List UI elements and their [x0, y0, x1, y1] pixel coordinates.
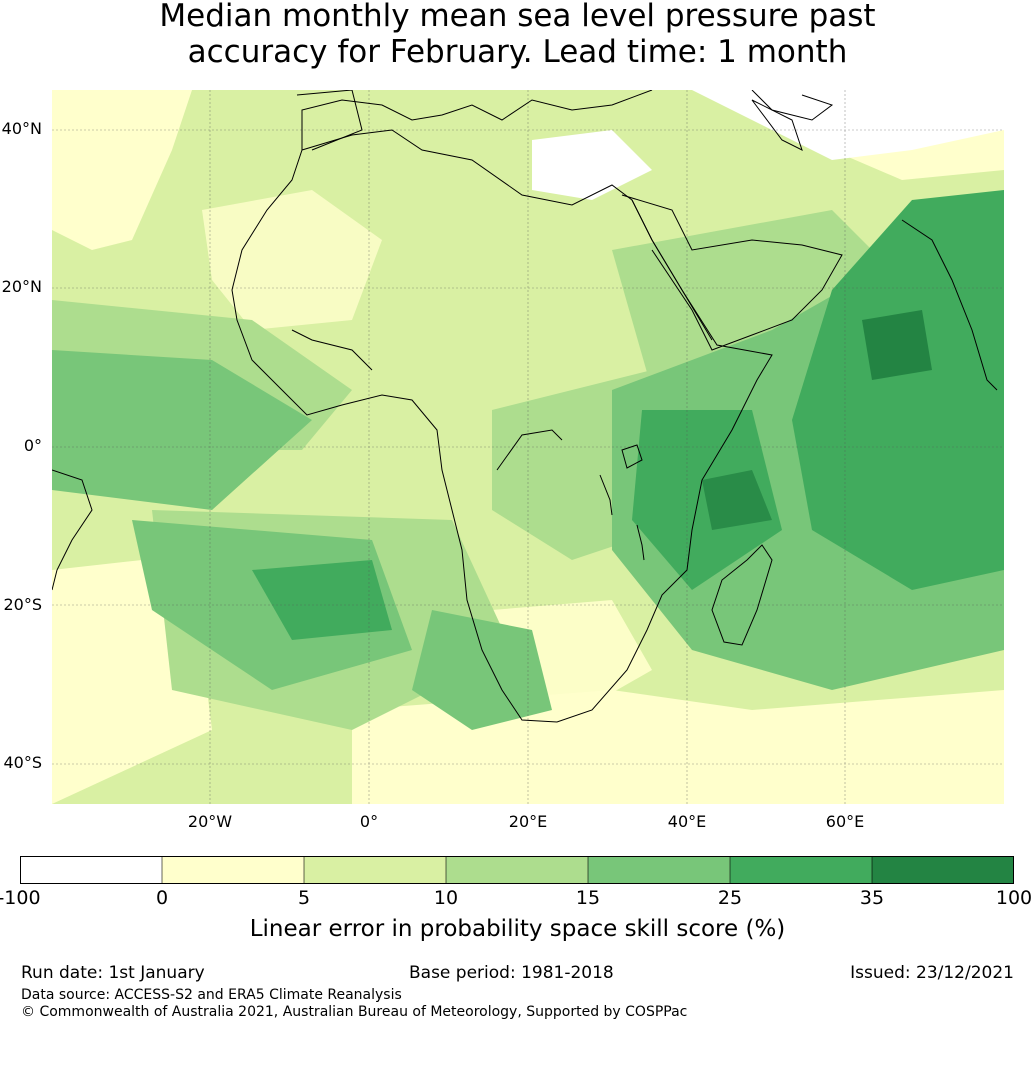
lat-label-40s: 40°S — [3, 753, 42, 772]
skill-score-map — [52, 90, 1004, 804]
shade-green-atlantic — [52, 350, 312, 510]
lon-label-60e: 60°E — [825, 812, 865, 831]
lon-label-20e: 20°E — [508, 812, 548, 831]
lat-label-40n: 40°N — [1, 119, 42, 138]
coastline-red-sea — [631, 199, 713, 341]
coastline-europe — [301, 90, 653, 150]
coastline-south-america — [52, 469, 93, 591]
cb-tick-100: 100 — [995, 887, 1033, 909]
issued-date: Issued: 23/12/2021 — [850, 963, 1014, 983]
colorbar-swatch-1 — [161, 856, 305, 884]
shade-green-southcentral — [412, 610, 552, 730]
colorbar-swatch-4 — [587, 856, 731, 884]
colorbar-outline — [20, 856, 1014, 884]
cb-tick-25: 25 — [717, 887, 743, 909]
title-line-2: accuracy for February. Lead time: 1 mont… — [187, 34, 848, 70]
shade-darkest-mozambique — [702, 470, 772, 530]
colorbar-swatch-6 — [871, 856, 1014, 884]
data-source: Data source: ACCESS-S2 and ERA5 Climate … — [21, 987, 402, 1003]
cb-tick-5: 5 — [297, 887, 311, 909]
coastline-africa — [231, 129, 773, 723]
lat-label-20s: 20°S — [3, 595, 42, 614]
coastline-niger — [291, 329, 373, 371]
colorbar-swatch-3 — [445, 856, 589, 884]
colorbar — [20, 856, 1014, 884]
coastline-lake-malawi — [636, 524, 645, 561]
lat-label-equator: 0° — [23, 436, 42, 455]
cb-tick-0: 0 — [155, 887, 169, 909]
coastline-lake-tanganyika — [599, 474, 613, 516]
colorbar-label: Linear error in probability space skill … — [249, 916, 786, 942]
cb-tick-35: 35 — [859, 887, 885, 909]
coastlines — [52, 90, 998, 723]
coastline-iberia — [296, 90, 363, 151]
cb-tick-neg100: -100 — [0, 887, 41, 909]
run-date: Run date: 1st January — [21, 963, 205, 983]
title-line-1: Median monthly mean sea level pressure p… — [159, 0, 876, 34]
lon-label-40e: 40°E — [667, 812, 707, 831]
colorbar-swatch-5 — [729, 856, 873, 884]
coastline-lake-victoria — [621, 444, 643, 469]
colorbar-swatch-0 — [20, 856, 163, 884]
shade-white-mediterranean — [532, 130, 652, 200]
graticule — [52, 90, 1004, 804]
copyright: © Commonwealth of Australia 2021, Austra… — [21, 1004, 688, 1020]
shade-darkest-arabian-sea — [862, 310, 932, 380]
coastline-black-sea — [751, 90, 834, 121]
colorbar-swatch-2 — [303, 856, 447, 884]
coastline-caspian — [751, 99, 803, 151]
base-period: Base period: 1981-2018 — [409, 963, 614, 983]
cb-tick-15: 15 — [575, 887, 601, 909]
coastline-congo-river — [496, 429, 563, 471]
lon-label-20w: 20°W — [187, 812, 233, 831]
lon-label-0: 0° — [359, 812, 379, 831]
shade-yellow-sahara — [202, 190, 382, 330]
cb-tick-10: 10 — [433, 887, 459, 909]
lat-label-20n: 20°N — [1, 277, 42, 296]
shade-darkgreen-southatlantic — [252, 560, 392, 640]
coastline-madagascar — [711, 544, 773, 646]
coastline-india — [901, 219, 998, 391]
coastline-arabia — [621, 194, 843, 351]
